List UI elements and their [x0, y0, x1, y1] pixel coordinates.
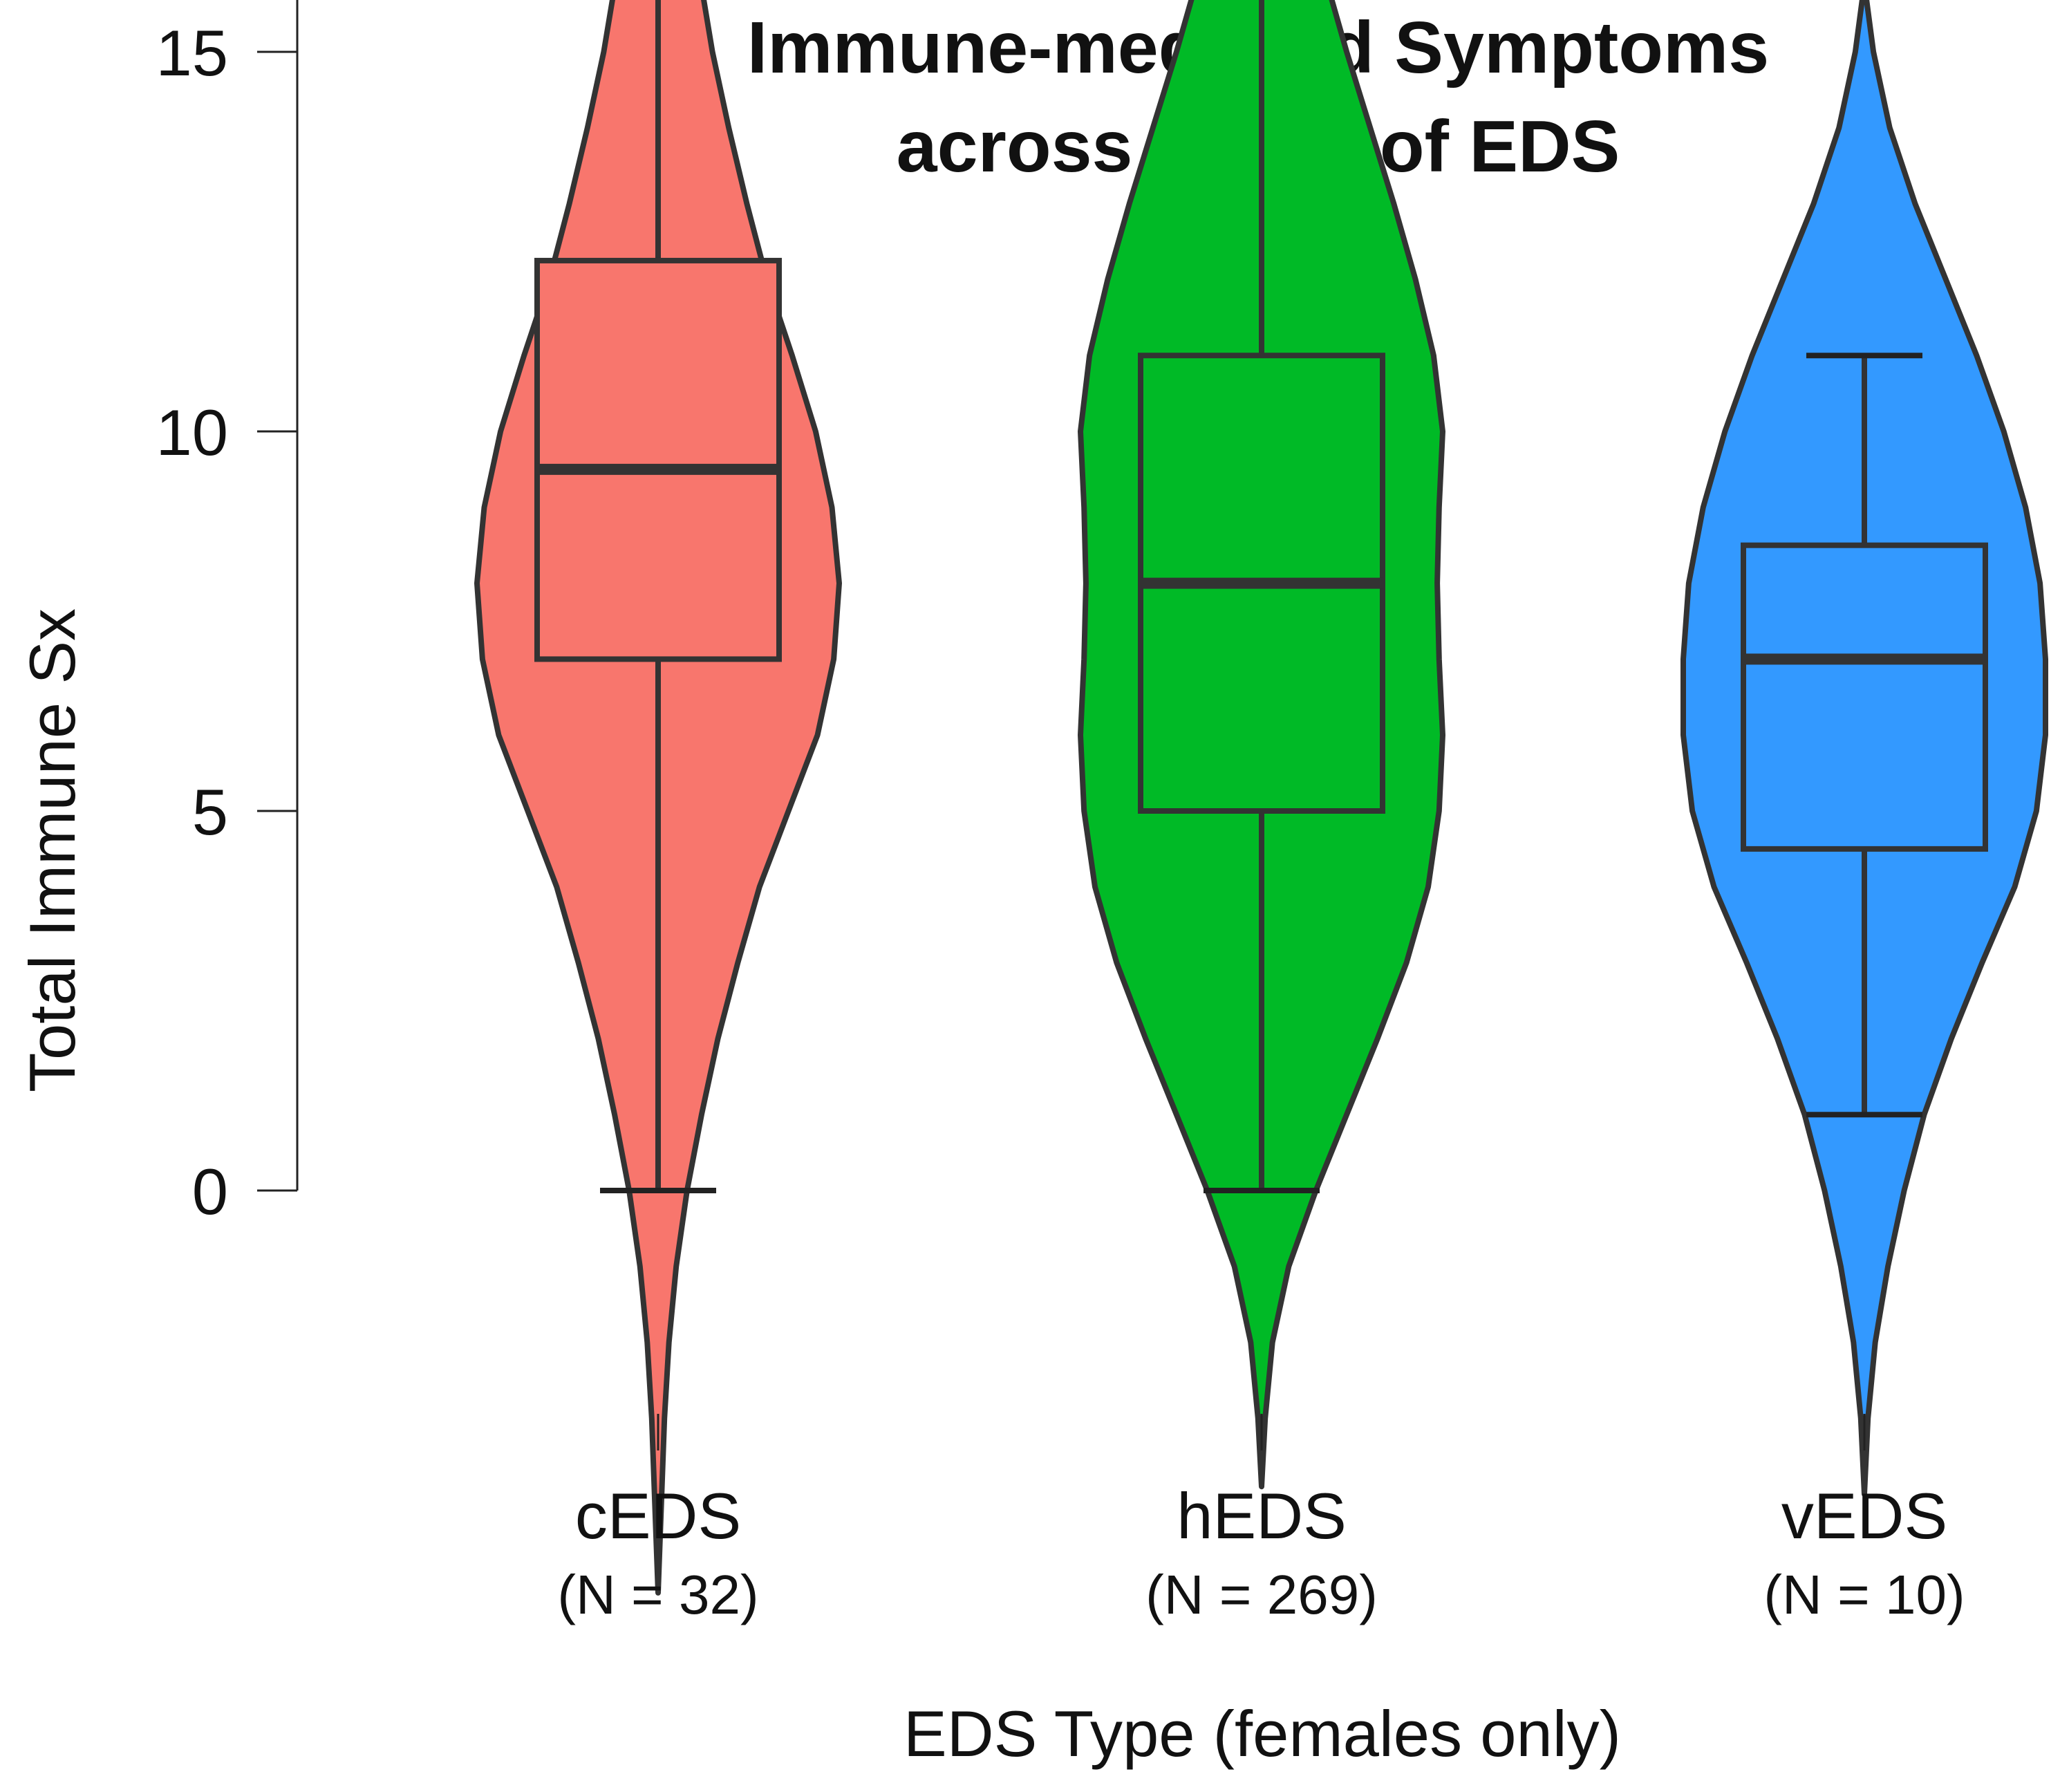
y-tick-label: 15: [156, 17, 228, 89]
x-tick-label-vEDS: vEDS: [1781, 1480, 1947, 1552]
violin-group-hEDS: [1078, 0, 1445, 1490]
n-label-vEDS: (N = 10): [1763, 1564, 1965, 1625]
y-tick-label: 10: [156, 396, 228, 469]
x-tick-label-hEDS: hEDS: [1177, 1480, 1347, 1552]
violin-group-vEDS: [1680, 0, 2048, 1497]
violin-group-cEDS: [474, 0, 842, 1596]
y-axis-title: Total Immune Sx: [16, 608, 88, 1092]
box-cEDS: [534, 257, 782, 662]
n-label-hEDS: (N = 269): [1145, 1564, 1378, 1625]
box-vEDS: [1741, 542, 1988, 852]
y-tick-label: 5: [192, 776, 228, 848]
x-axis-title: EDS Type (females only): [903, 1697, 1621, 1770]
x-tick-label-cEDS: cEDS: [575, 1480, 741, 1552]
y-tick-label: 0: [192, 1155, 228, 1228]
x-axis: cEDS (N = 32) hEDS (N = 269) vEDS (N = 10): [557, 1414, 1965, 1625]
violins: [474, 0, 2048, 1596]
n-label-cEDS: (N = 32): [557, 1564, 758, 1625]
y-axis: 05101520: [156, 0, 299, 1228]
